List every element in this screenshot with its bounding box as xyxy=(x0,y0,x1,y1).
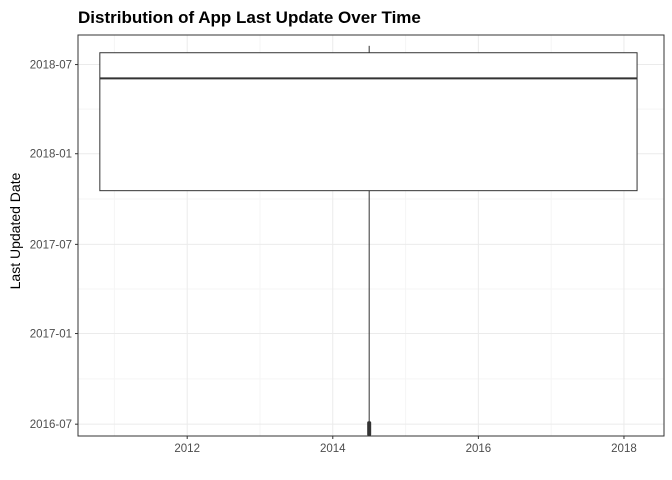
y-tick-label: 2018-01 xyxy=(30,149,72,161)
outlier-points xyxy=(367,421,372,436)
panel-border xyxy=(77,34,665,437)
y-tick-label: 2017-01 xyxy=(30,329,72,341)
y-axis-ticks: 2016-07 2017-01 2017-07 2018-01 2018-07 xyxy=(30,60,78,431)
x-tick-label: 2018 xyxy=(611,443,637,455)
x-tick-label: 2014 xyxy=(320,443,346,455)
chart-title: Distribution of App Last Update Over Tim… xyxy=(78,8,421,27)
y-tick-label: 2017-07 xyxy=(30,239,72,251)
y-tick-label: 2018-07 xyxy=(30,60,72,72)
x-tick-label: 2012 xyxy=(174,443,200,455)
plot-marks xyxy=(99,45,638,436)
iqr-box xyxy=(99,52,638,192)
y-tick-label: 2016-07 xyxy=(30,419,72,431)
x-tick-label: 2016 xyxy=(466,443,492,455)
x-axis-ticks: 2012 2014 2016 2018 xyxy=(174,436,637,455)
y-axis-title: Last Updated Date xyxy=(7,172,23,289)
